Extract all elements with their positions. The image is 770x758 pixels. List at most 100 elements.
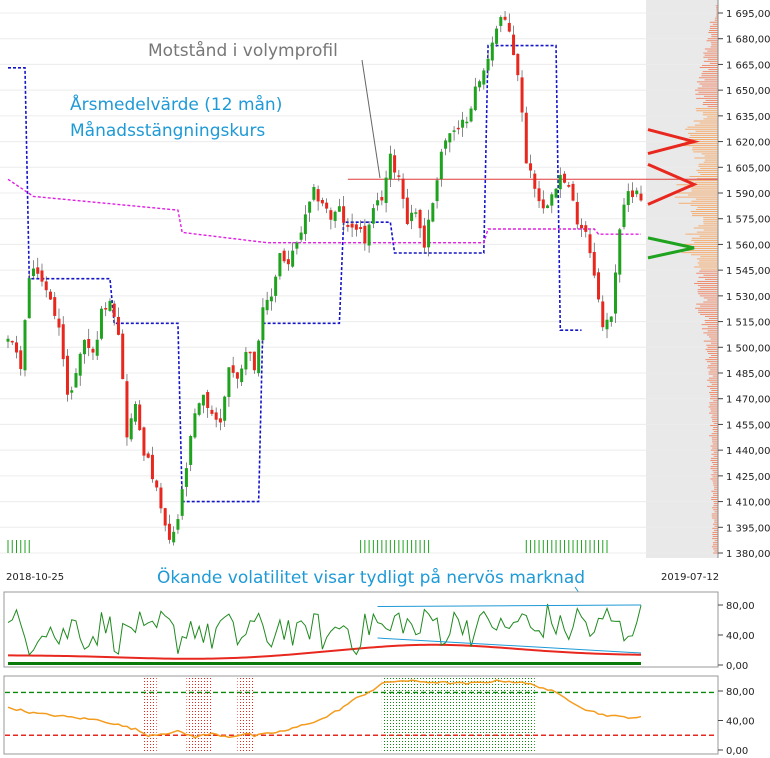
candle-body bbox=[10, 340, 14, 343]
candle-body bbox=[150, 454, 154, 480]
oscillator-panel[interactable]: 80,00 40,00 0,00 bbox=[3, 675, 755, 757]
candle-body bbox=[240, 368, 244, 383]
candle-body bbox=[635, 190, 639, 195]
price-tick-label: 1 545,00 bbox=[726, 266, 770, 277]
candle-body bbox=[91, 348, 95, 353]
volume-ticks bbox=[7, 540, 608, 553]
candle-body bbox=[529, 163, 533, 171]
candle-body bbox=[537, 188, 541, 202]
candle-body bbox=[350, 223, 354, 228]
price-tick-label: 1 425,00 bbox=[726, 472, 770, 483]
candle-body bbox=[138, 404, 142, 431]
candle-body bbox=[193, 413, 197, 438]
candle-body bbox=[461, 119, 465, 128]
candle-body bbox=[584, 225, 588, 232]
oscillator-zones bbox=[143, 677, 535, 753]
price-tick-label: 1 470,00 bbox=[726, 395, 770, 406]
candle-body bbox=[563, 173, 567, 183]
price-tick-label: 1 530,00 bbox=[726, 292, 770, 303]
candle-body bbox=[580, 224, 584, 229]
volatility-y-axis: 80,00 40,00 0,00 bbox=[718, 601, 755, 672]
candle-body bbox=[78, 353, 82, 376]
candle-body bbox=[384, 177, 388, 203]
candle-body bbox=[206, 392, 210, 408]
candle-body bbox=[172, 531, 176, 543]
candle-body bbox=[371, 208, 375, 224]
candle-body bbox=[14, 342, 18, 353]
candle-body bbox=[597, 272, 601, 300]
volatility-panel[interactable]: 80,00 40,00 0,00 bbox=[3, 591, 755, 672]
price-tick-label: 1 620,00 bbox=[726, 138, 770, 149]
candle-body bbox=[286, 259, 290, 265]
candle-body bbox=[320, 199, 324, 204]
oversold-zone bbox=[143, 677, 157, 753]
candle-body bbox=[448, 133, 452, 143]
candle-body bbox=[108, 300, 112, 311]
candle-body bbox=[410, 212, 414, 222]
candle-body bbox=[376, 200, 380, 206]
candle-body bbox=[333, 211, 337, 221]
volatility-upper-trend bbox=[377, 604, 642, 607]
volatility-series bbox=[7, 603, 642, 665]
candle-body bbox=[57, 318, 61, 328]
price-tick-label: 1 485,00 bbox=[726, 369, 770, 380]
candle-body bbox=[274, 276, 278, 296]
candle-body bbox=[261, 307, 265, 341]
candle-body bbox=[31, 268, 35, 277]
candle-body bbox=[401, 178, 405, 199]
candle-body bbox=[435, 180, 439, 202]
candle-body bbox=[308, 201, 312, 213]
volatility-tick-label: 0,00 bbox=[726, 661, 748, 672]
candle-body bbox=[48, 291, 52, 300]
candle-body bbox=[503, 16, 507, 20]
monthly-close-line bbox=[8, 44, 582, 503]
volatility-tick-label: 80,00 bbox=[726, 601, 755, 612]
candle-body bbox=[201, 394, 205, 406]
candle-body bbox=[99, 308, 103, 339]
candle-body bbox=[325, 202, 329, 209]
price-panel[interactable]: 1 695,00 1 680,00 1 665,00 1 650,00 1 635,00… bbox=[0, 0, 770, 560]
price-tick-label: 1 575,00 bbox=[726, 215, 770, 226]
candle-body bbox=[235, 372, 239, 379]
price-tick-label: 1 500,00 bbox=[726, 343, 770, 354]
candle-body bbox=[316, 189, 320, 202]
candle-body bbox=[482, 70, 486, 85]
volatility-annotation: Ökande volatilitet visar tydligt på nerv… bbox=[157, 566, 585, 588]
candle-body bbox=[133, 403, 137, 422]
candle-body bbox=[541, 199, 545, 209]
candle-body bbox=[248, 351, 252, 354]
candle-body bbox=[36, 267, 40, 274]
candle-body bbox=[257, 340, 261, 374]
price-tick-label: 1 695,00 bbox=[726, 9, 770, 20]
monthly-close-path bbox=[8, 44, 582, 503]
candle-body bbox=[19, 350, 23, 370]
volatility-tick-label: 40,00 bbox=[726, 631, 755, 642]
candle-body bbox=[512, 34, 516, 56]
candle-body bbox=[184, 468, 188, 487]
price-tick-label: 1 515,00 bbox=[726, 318, 770, 329]
candle-body bbox=[218, 418, 222, 423]
candle-body bbox=[486, 58, 490, 71]
price-tick-label: 1 665,00 bbox=[726, 60, 770, 71]
candle-body bbox=[231, 365, 235, 373]
candle-body bbox=[495, 28, 499, 44]
candle-body bbox=[210, 409, 214, 414]
candle-body bbox=[490, 42, 494, 61]
candle-body bbox=[354, 224, 358, 230]
oscillator-tick-label: 40,00 bbox=[726, 717, 755, 728]
volume-profile bbox=[671, 5, 718, 554]
price-tick-label: 1 455,00 bbox=[726, 420, 770, 431]
candle-body bbox=[65, 355, 69, 395]
candle-body bbox=[82, 339, 86, 355]
price-y-axis: 1 695,00 1 680,00 1 665,00 1 650,00 1 635,00… bbox=[718, 9, 770, 560]
candle-body bbox=[95, 339, 99, 356]
candle-body bbox=[197, 403, 201, 415]
candle-body bbox=[456, 127, 460, 130]
candle-body bbox=[499, 17, 503, 26]
candle-body bbox=[614, 272, 618, 314]
candle-body bbox=[393, 155, 397, 173]
candle-body bbox=[550, 194, 554, 206]
candle-body bbox=[163, 508, 167, 526]
overbought-zone bbox=[381, 677, 535, 753]
